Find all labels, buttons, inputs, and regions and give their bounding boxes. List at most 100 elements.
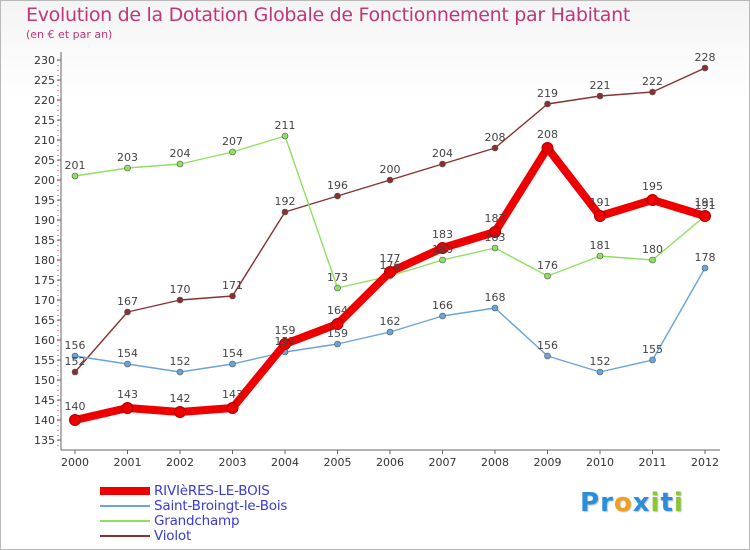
data-label: 164 — [327, 304, 348, 317]
data-point — [439, 256, 446, 264]
data-label: 152 — [65, 355, 86, 368]
x-tick-label: 2002 — [166, 456, 194, 469]
data-point — [541, 142, 554, 154]
y-tick-label: 140 — [34, 414, 55, 427]
data-point — [176, 160, 184, 168]
chart-subtitle: (en € et par an) — [26, 28, 113, 41]
y-tick-label: 200 — [34, 174, 55, 187]
data-label: 204 — [432, 147, 453, 160]
x-tick-label: 2011 — [639, 456, 667, 469]
data-label: 152 — [170, 355, 191, 368]
data-label: 191 — [695, 199, 716, 212]
data-label: 183 — [485, 231, 506, 244]
y-tick-label: 215 — [34, 114, 55, 127]
data-point — [334, 192, 341, 200]
data-label: 170 — [170, 283, 191, 296]
logo-letter: r — [600, 488, 614, 518]
data-label: 178 — [695, 251, 716, 264]
data-label: 166 — [432, 299, 453, 312]
y-tick-label: 205 — [34, 154, 55, 167]
y-tick-label: 190 — [34, 214, 55, 227]
data-label: 196 — [327, 179, 348, 192]
x-tick-label: 2010 — [586, 456, 614, 469]
data-point — [69, 414, 81, 426]
data-point — [489, 226, 501, 238]
logo-letter: P — [580, 488, 601, 518]
data-label: 208 — [485, 131, 506, 144]
data-point — [281, 208, 289, 216]
y-tick-label: 145 — [34, 394, 55, 407]
logo-letter: o — [613, 488, 633, 518]
data-point — [386, 328, 394, 336]
data-point — [646, 194, 659, 206]
y-tick-label: 195 — [34, 194, 55, 207]
data-label: 167 — [117, 295, 138, 308]
legend-item-violot: Violot — [100, 528, 360, 544]
data-label: 143 — [222, 388, 243, 401]
legend-item-rivieres: RIVIèRES-LE-BOIS — [100, 483, 360, 499]
data-point — [491, 244, 499, 252]
data-point — [71, 368, 79, 376]
y-tick-label: 210 — [34, 134, 55, 147]
data-point — [701, 64, 709, 72]
data-label: 176 — [380, 259, 401, 272]
data-label: 159 — [327, 327, 348, 340]
x-tick-label: 2000 — [61, 456, 89, 469]
data-label: 168 — [485, 291, 506, 304]
data-point — [71, 352, 79, 360]
x-tick-label: 2012 — [691, 456, 719, 469]
data-label: 195 — [642, 180, 663, 193]
x-tick-label: 2001 — [114, 456, 142, 469]
data-point — [121, 402, 134, 414]
data-point — [229, 360, 236, 368]
y-tick-label: 175 — [34, 274, 55, 287]
data-point — [229, 292, 236, 300]
data-label: 221 — [590, 79, 611, 92]
y-tick-label: 220 — [34, 94, 55, 107]
data-point — [594, 210, 606, 222]
y-tick-label: 185 — [34, 234, 55, 247]
data-label: 154 — [117, 347, 138, 360]
data-label: 156 — [65, 339, 86, 352]
data-point — [439, 160, 446, 168]
legend-swatch-grandchamp — [100, 520, 150, 522]
data-label: 208 — [537, 128, 558, 141]
data-point — [124, 360, 131, 368]
data-point — [229, 148, 236, 156]
logo-letter: t — [660, 488, 674, 518]
logo-letter: x — [632, 488, 651, 518]
data-label: 159 — [275, 324, 296, 337]
legend: RIVIèRES-LE-BOIS Saint-Broingt-le-Bois G… — [100, 483, 360, 544]
legend-label-grandchamp: Grandchamp — [154, 513, 240, 529]
x-tick-label: 2003 — [219, 456, 247, 469]
data-label: 180 — [432, 243, 453, 256]
data-point — [699, 210, 711, 222]
data-point — [544, 272, 551, 280]
data-point — [701, 264, 709, 272]
data-label: 177 — [380, 252, 401, 265]
x-tick-label: 2005 — [324, 456, 352, 469]
data-label: 162 — [380, 315, 401, 328]
legend-label-violot: Violot — [154, 528, 192, 544]
data-point — [176, 296, 184, 304]
data-point — [331, 318, 344, 330]
data-label: 219 — [537, 87, 558, 100]
data-label: 154 — [222, 347, 243, 360]
data-label: 140 — [65, 400, 86, 413]
data-label: 183 — [432, 228, 453, 241]
data-label: 181 — [590, 239, 611, 252]
x-tick-label: 2006 — [376, 456, 404, 469]
legend-item-grandchamp: Grandchamp — [100, 513, 360, 529]
y-tick-label: 150 — [34, 374, 55, 387]
legend-label-saint-broingt: Saint-Broingt-le-Bois — [154, 498, 288, 514]
legend-item-saint-broingt: Saint-Broingt-le-Bois — [100, 498, 360, 514]
y-tick-label: 180 — [34, 254, 55, 267]
data-label: 152 — [590, 355, 611, 368]
data-point — [226, 402, 239, 414]
data-label: 192 — [275, 195, 296, 208]
data-point — [596, 92, 604, 100]
legend-swatch-violot — [100, 535, 150, 537]
data-label: 173 — [327, 271, 348, 284]
data-point — [334, 340, 341, 348]
